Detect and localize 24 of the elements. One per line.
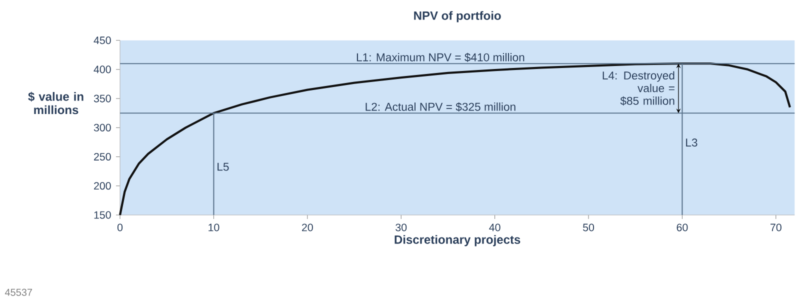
ref-line-label: L5	[218, 162, 229, 171]
y-tick-label: 400	[94, 66, 111, 74]
y-tick-label: 150	[94, 211, 111, 219]
x-tick-label: 70	[770, 224, 782, 232]
ref-line-label: L3	[686, 138, 698, 147]
x-tick-label: 30	[396, 224, 407, 232]
y-tick-label: 350	[94, 94, 111, 102]
text: 45537	[4, 288, 32, 296]
y-tick-label: 450	[94, 36, 111, 44]
x-tick-label: 20	[302, 224, 313, 232]
ref-line-label: L1: Maximum NPV = $410 million	[356, 52, 524, 62]
y-tick-label: 250	[94, 152, 111, 161]
annotation: L4: Destroyed value = $85 million	[602, 71, 674, 106]
ref-line-label: L2: Actual NPV = $325 million	[366, 102, 516, 112]
x-tick-label: 40	[489, 224, 500, 232]
chart-title: NPV of portfoio	[414, 11, 501, 22]
y-tick-label: 200	[94, 182, 111, 190]
x-tick-label: 60	[676, 224, 688, 232]
x-tick-label: 0	[117, 224, 123, 232]
y-axis-title: $ value in millions	[28, 92, 84, 114]
x-tick-label: 50	[583, 224, 594, 232]
y-tick-label: 300	[94, 124, 111, 132]
x-tick-label: 10	[208, 224, 220, 232]
x-axis-title: Discretionary projects	[394, 235, 520, 246]
